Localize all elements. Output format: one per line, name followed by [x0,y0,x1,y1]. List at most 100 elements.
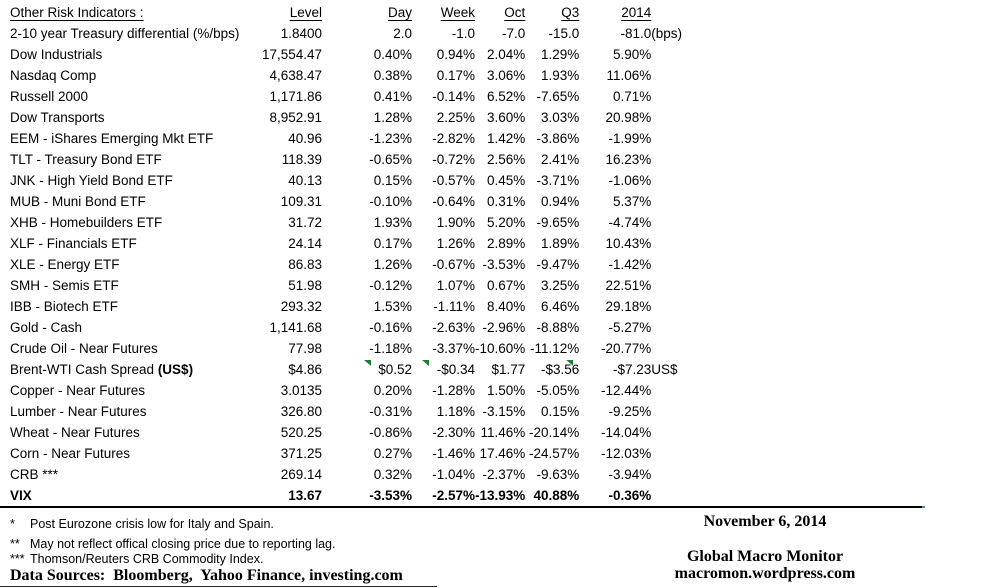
row-label[interactable]: EEM - iShares Emerging Mkt ETF [10,131,214,146]
column-header-level[interactable]: Level [289,5,322,20]
cell-day[interactable]: 2.0 [393,26,412,41]
cell-q3[interactable]: -5.05% [536,383,580,398]
cell-2014[interactable]: 29.18% [605,299,652,314]
row-label[interactable]: Dow Transports [10,110,105,125]
cell-2014[interactable]: -1.99% [608,131,652,146]
table-title[interactable]: Other Risk Indicators : [10,5,144,20]
cell-2014[interactable]: -$7.23 [566,359,651,380]
row-label[interactable]: Corn - Near Futures [10,446,131,461]
row-label[interactable]: MUB - Muni Bond ETF [10,194,146,209]
cell-day[interactable]: -1.23% [369,131,412,146]
row-label[interactable]: Brent-WTI Cash Spread (US$) [10,362,194,377]
cell-day[interactable]: $0.52 [322,359,412,380]
cell-level[interactable]: 1.8400 [280,26,322,41]
row-label[interactable]: XHB - Homebuilders ETF [10,215,163,230]
row-label[interactable]: Wheat - Near Futures [10,425,140,440]
cell-level[interactable]: 4,638.47 [269,68,322,83]
cell-week[interactable]: -1.04% [432,467,475,482]
cell-q3[interactable]: -15.0 [548,26,580,41]
cell-week[interactable]: 1.26% [436,236,475,251]
cell-oct[interactable]: 2.04% [487,47,526,62]
cell-week[interactable]: -1.46% [432,446,475,461]
row-label[interactable]: JNK - High Yield Bond ETF [10,173,173,188]
cell-level[interactable]: 8,952.91 [269,110,322,125]
cell-oct[interactable]: -13.93% [475,488,526,503]
cell-day[interactable]: -0.86% [369,425,412,440]
cell-q3[interactable]: -3.86% [536,131,580,146]
cell-oct[interactable]: 0.31% [487,194,526,209]
row-label[interactable]: CRB *** [10,467,59,482]
cell-q3[interactable]: 3.25% [541,278,580,293]
cell-week[interactable]: -3.37% [432,341,475,356]
cell-2014[interactable]: -0.36% [608,488,652,503]
publisher-url[interactable]: macromon.wordpress.com [674,565,856,582]
cell-oct[interactable]: 1.50% [487,383,526,398]
cell-week[interactable]: 1.18% [436,404,475,419]
cell-day[interactable]: 0.27% [373,446,412,461]
cell-2014[interactable]: -9.25% [608,404,652,419]
row-label[interactable]: Crude Oil - Near Futures [10,341,158,356]
cell-oct[interactable]: 11.46% [480,425,526,440]
cell-week[interactable]: -2.82% [432,131,475,146]
cell-day[interactable]: -0.31% [369,404,412,419]
cell-oct[interactable]: -2.96% [482,320,526,335]
cell-oct[interactable]: 0.67% [487,278,526,293]
cell-level[interactable]: 326.80 [280,404,322,419]
cell-week[interactable]: 1.90% [436,215,475,230]
cell-level[interactable]: 24.14 [288,236,322,251]
row-label[interactable]: IBB - Biotech ETF [10,299,119,314]
cell-level[interactable]: 31.72 [288,215,322,230]
cell-week[interactable]: 0.17% [436,68,475,83]
cell-day[interactable]: 1.53% [373,299,412,314]
cell-level[interactable]: 269.14 [280,467,322,482]
cell-2014[interactable]: 22.51% [605,278,652,293]
cell-oct[interactable]: -7.0 [502,26,526,41]
cell-oct[interactable]: 5.20% [487,215,526,230]
cell-q3[interactable]: 40.88% [533,488,580,503]
cell-week[interactable]: -2.63% [432,320,475,335]
cell-oct[interactable]: 0.45% [487,173,526,188]
cell-day[interactable]: 0.32% [373,467,412,482]
cell-2014[interactable]: 20.98% [605,110,652,125]
cell-day[interactable]: -0.12% [369,278,412,293]
cell-level[interactable]: 520.25 [280,425,322,440]
cell-oct[interactable]: 3.60% [487,110,526,125]
cell-day[interactable]: 1.93% [373,215,412,230]
cell-q3[interactable]: -9.65% [536,215,580,230]
cell-week[interactable]: -1.11% [433,299,475,314]
cell-2014[interactable]: -3.94% [608,467,652,482]
cell-2014[interactable]: -4.74% [608,215,652,230]
cell-q3[interactable]: 0.15% [541,404,580,419]
row-label[interactable]: Copper - Near Futures [10,383,146,398]
cell-oct[interactable]: 6.52% [487,89,526,104]
row-label[interactable]: XLF - Financials ETF [10,236,137,251]
cell-week[interactable]: 1.07% [436,278,475,293]
cell-2014[interactable]: -12.03% [601,446,652,461]
cell-level[interactable]: 13.67 [288,488,322,503]
cell-week[interactable]: -0.57% [432,173,475,188]
cell-q3[interactable]: -3.71% [536,173,580,188]
cell-day[interactable]: 0.38% [373,68,412,83]
cell-oct[interactable]: 17.46% [479,446,526,461]
cell-level[interactable]: 17,554.47 [261,47,322,62]
cell-day[interactable]: 1.28% [373,110,412,125]
cell-oct[interactable]: -2.37% [482,467,526,482]
cell-level[interactable]: 1,141.68 [269,320,322,335]
cell-oct[interactable]: 8.40% [487,299,526,314]
row-label[interactable]: XLE - Energy ETF [10,257,120,272]
cell-q3[interactable]: -7.65% [536,89,580,104]
cell-2014[interactable]: -14.04% [601,425,652,440]
cell-level[interactable]: 3.0135 [280,383,322,398]
cell-level[interactable]: 40.13 [288,173,322,188]
cell-day[interactable]: -0.65% [369,152,412,167]
cell-q3[interactable]: -24.57% [529,446,580,461]
cell-level[interactable]: 371.25 [280,446,322,461]
row-label[interactable]: Dow Industrials [10,47,103,62]
cell-week[interactable]: -0.67% [432,257,475,272]
column-header-2014[interactable]: 2014 [621,5,652,20]
cell-day[interactable]: 0.41% [373,89,412,104]
row-label[interactable]: 2-10 year Treasury differential (%/bps) [10,26,240,41]
cell-q3[interactable]: 1.89% [541,236,580,251]
cell-week[interactable]: -0.14% [432,89,475,104]
cell-week[interactable]: 2.25% [436,110,475,125]
